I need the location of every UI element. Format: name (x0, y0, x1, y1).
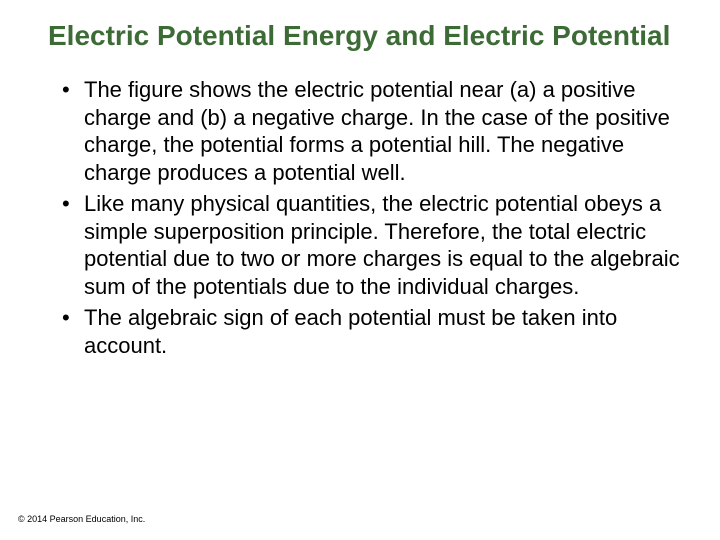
slide-title: Electric Potential Energy and Electric P… (40, 20, 680, 52)
slide: Electric Potential Energy and Electric P… (0, 0, 720, 540)
bullet-list: The figure shows the electric potential … (40, 76, 680, 359)
copyright-text: © 2014 Pearson Education, Inc. (18, 514, 145, 524)
list-item: Like many physical quantities, the elect… (62, 190, 680, 300)
list-item: The algebraic sign of each potential mus… (62, 304, 680, 359)
list-item: The figure shows the electric potential … (62, 76, 680, 186)
